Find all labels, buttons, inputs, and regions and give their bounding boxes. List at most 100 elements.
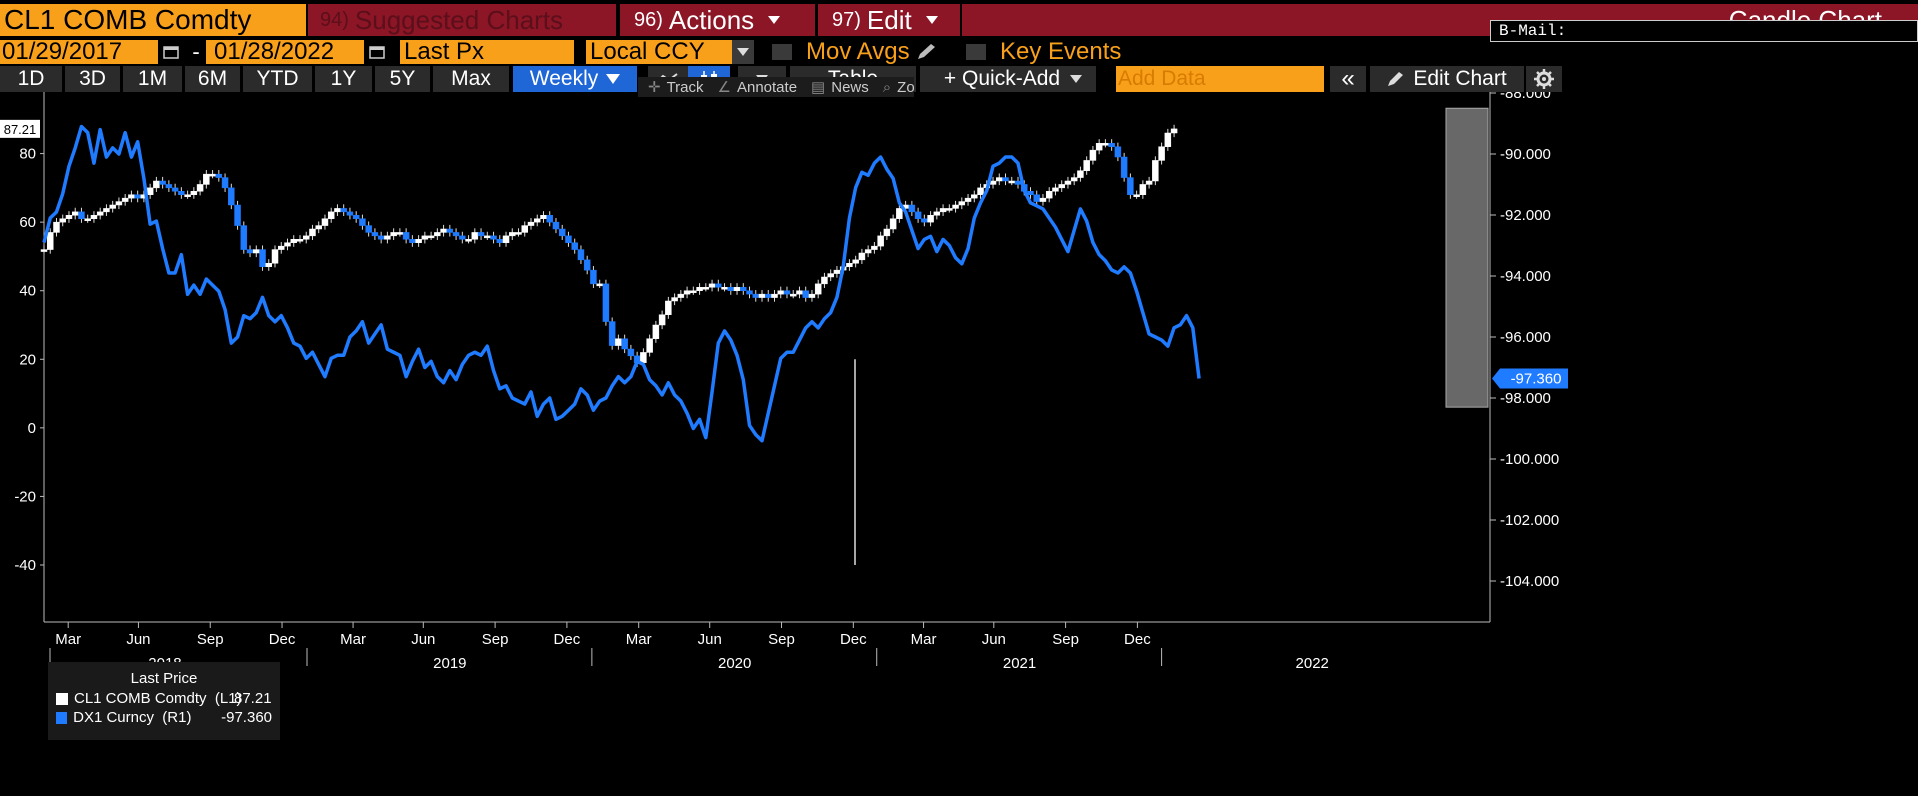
candle-body bbox=[527, 221, 535, 226]
period-button-ytd[interactable]: YTD bbox=[243, 66, 312, 92]
candle-body bbox=[278, 245, 285, 250]
field-select[interactable]: Last Px bbox=[400, 40, 574, 64]
candle-body bbox=[1164, 132, 1172, 147]
calendar-icon[interactable] bbox=[160, 40, 182, 64]
candle-body bbox=[253, 249, 260, 254]
actions-menu-button[interactable]: 96) Actions bbox=[620, 4, 815, 36]
start-date-input[interactable]: 01/29/2017 bbox=[0, 40, 158, 64]
candle-body bbox=[234, 204, 241, 226]
candle-body bbox=[658, 314, 666, 326]
period-button-6m[interactable]: 6M bbox=[185, 66, 240, 92]
candle-body bbox=[1083, 160, 1090, 171]
candle-body bbox=[396, 232, 404, 235]
currency-select[interactable]: Local CCY bbox=[586, 40, 732, 64]
edit-menu-button[interactable]: 97) Edit bbox=[818, 4, 960, 36]
period-button-5y[interactable]: 5Y bbox=[375, 66, 430, 92]
period-button-1d[interactable]: 1D bbox=[0, 66, 62, 92]
candle-body bbox=[377, 235, 385, 240]
x-tick-label: Dec bbox=[1124, 631, 1151, 648]
candle-body bbox=[858, 252, 866, 261]
gear-icon[interactable] bbox=[1526, 66, 1562, 92]
candle-body bbox=[596, 283, 603, 287]
period-label: YTD bbox=[256, 67, 299, 90]
x-tick-label: Sep bbox=[768, 631, 795, 648]
add-data-input[interactable]: Add Data bbox=[1116, 66, 1324, 92]
period-label: 6M bbox=[197, 67, 228, 90]
mov-avgs-toggle[interactable]: Mov Avgs bbox=[772, 40, 952, 64]
candle-body bbox=[1114, 146, 1122, 158]
end-date: 01/28/2022 bbox=[214, 40, 335, 64]
period-label: 3D bbox=[79, 67, 106, 90]
candle-body bbox=[40, 249, 48, 252]
candle-body bbox=[434, 232, 441, 237]
calendar-icon[interactable] bbox=[366, 40, 388, 64]
candle-body bbox=[440, 228, 447, 233]
candle-body bbox=[577, 249, 585, 261]
end-date-input[interactable]: 01/28/2022 bbox=[206, 40, 364, 64]
candle-body bbox=[989, 180, 997, 185]
candle-body bbox=[958, 201, 966, 206]
candle-body bbox=[971, 194, 978, 199]
candle-body bbox=[1152, 160, 1159, 182]
left-tick-label: 20 bbox=[19, 351, 36, 368]
candle-body bbox=[752, 293, 760, 298]
mov-avgs-checkbox[interactable] bbox=[772, 44, 792, 60]
candle-body bbox=[690, 290, 697, 293]
candle-body bbox=[390, 232, 397, 237]
security-field[interactable]: CL1 COMB Comdty bbox=[0, 4, 306, 36]
edit-chart-button[interactable]: Edit Chart bbox=[1370, 66, 1524, 92]
candle-body bbox=[134, 194, 141, 199]
price-chart[interactable]: 100 80 60 40 20 0 -20 -40 -88.000 -90.000 -92.000 -… bbox=[0, 92, 1918, 796]
candle-body bbox=[796, 290, 803, 295]
annotate-label: Annotate bbox=[736, 78, 798, 96]
pencil-icon[interactable] bbox=[916, 43, 938, 61]
dx1-series-line bbox=[42, 124, 1201, 443]
magnifier-icon: ⌕ bbox=[882, 78, 892, 96]
suggested-charts-button[interactable]: 94) Suggested Charts bbox=[308, 4, 616, 36]
period-button-1y[interactable]: 1Y bbox=[315, 66, 372, 92]
collapse-button[interactable]: « bbox=[1330, 66, 1366, 92]
candle-body bbox=[939, 208, 947, 213]
key-events-toggle[interactable]: Key Events bbox=[966, 40, 1166, 64]
candle-body bbox=[740, 287, 747, 291]
bmail-field[interactable]: B-Mail: bbox=[1490, 20, 1918, 42]
candle-body bbox=[65, 215, 73, 219]
candle-body bbox=[159, 180, 166, 185]
candle-body bbox=[465, 239, 472, 242]
right-tick-label: -104.000 bbox=[1500, 573, 1559, 590]
candle-body bbox=[1008, 180, 1016, 184]
candle-body bbox=[996, 177, 1003, 182]
chevron-down-icon[interactable] bbox=[732, 40, 754, 64]
candle-body bbox=[683, 290, 691, 295]
period-button-1m[interactable]: 1M bbox=[123, 66, 182, 92]
candle-body bbox=[1133, 194, 1140, 197]
bmail-label: B-Mail: bbox=[1499, 22, 1567, 40]
left-tick-label: 80 bbox=[19, 146, 36, 163]
candle-body bbox=[558, 228, 566, 237]
annotate-tool[interactable]: ∠ Annotate bbox=[718, 78, 798, 97]
news-label: News bbox=[831, 78, 869, 96]
field-value: Last Px bbox=[404, 40, 485, 64]
key-events-checkbox[interactable] bbox=[966, 44, 986, 60]
candle-body bbox=[696, 287, 703, 291]
candle-body bbox=[864, 249, 872, 254]
period-button-3d[interactable]: 3D bbox=[65, 66, 120, 92]
candle-body bbox=[203, 173, 210, 185]
period-button-max[interactable]: Max bbox=[433, 66, 509, 92]
candle-body bbox=[53, 221, 60, 233]
currency-value: Local CCY bbox=[590, 40, 705, 64]
track-tool[interactable]: ✛ Track bbox=[648, 78, 704, 97]
zoom-tool[interactable]: ⌕ Zoom bbox=[883, 79, 914, 96]
candle-body bbox=[871, 245, 878, 250]
candle-body bbox=[821, 276, 828, 285]
candle-body bbox=[977, 187, 984, 195]
suggested-num: 94) bbox=[320, 8, 349, 31]
quick-add-button[interactable]: + Quick-Add bbox=[920, 66, 1096, 92]
candle-body bbox=[452, 232, 460, 237]
candle-body bbox=[908, 204, 916, 213]
candle-body bbox=[877, 235, 884, 247]
frequency-select[interactable]: Weekly bbox=[513, 66, 637, 92]
news-tool[interactable]: ▤ News bbox=[811, 78, 869, 97]
candle-body bbox=[533, 218, 541, 223]
